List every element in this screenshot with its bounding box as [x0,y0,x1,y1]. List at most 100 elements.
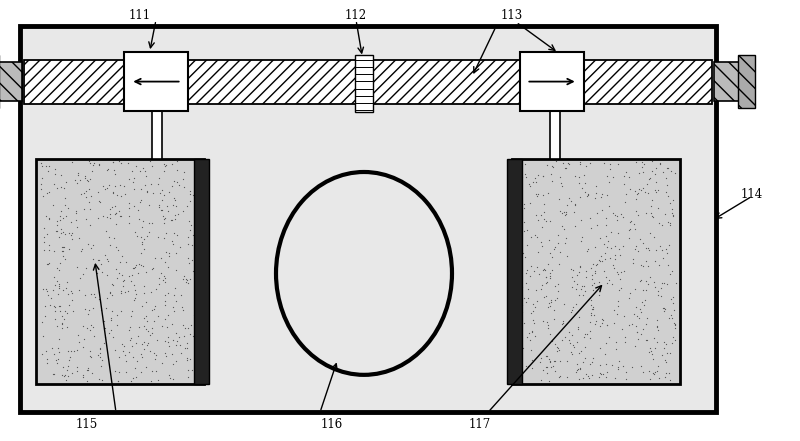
Point [602,237,614,244]
Point [79,187,92,194]
Point [574,161,586,168]
Point [651,187,664,194]
Point [72,339,85,346]
Point [93,353,106,360]
Point [669,169,682,176]
Point [71,224,84,231]
Point [560,210,573,217]
Point [116,341,129,348]
Point [94,349,106,356]
Point [584,361,597,368]
Point [71,179,84,186]
Point [159,249,172,256]
Point [559,211,572,218]
Point [174,292,187,299]
Point [565,265,578,273]
Point [607,264,620,271]
Point [58,231,71,238]
Point [74,190,87,197]
Point [618,312,631,319]
Point [51,265,64,272]
Text: 111: 111 [129,9,151,22]
Point [613,245,626,252]
Point [552,260,565,267]
Point [71,263,84,270]
Point [65,287,78,294]
Point [529,231,542,238]
Point [168,285,181,292]
Point [158,275,171,282]
Point [167,230,180,237]
Point [602,202,615,209]
Point [40,355,53,362]
Point [69,177,82,184]
Point [629,246,642,253]
Point [600,243,613,250]
Point [575,185,588,192]
Point [529,174,542,181]
Point [583,328,596,335]
Point [86,304,99,311]
Point [661,181,674,188]
Point [93,296,106,303]
Point [130,374,142,381]
Point [112,378,125,385]
Point [126,307,139,314]
Point [122,348,135,355]
Point [123,200,136,207]
Point [192,197,205,204]
Point [550,295,563,302]
Point [578,330,591,337]
Point [552,280,565,288]
Point [532,191,545,198]
Point [658,304,670,311]
Point [125,312,138,319]
Point [661,164,674,171]
Point [534,239,547,246]
Point [135,249,148,256]
Point [136,341,149,348]
Point [182,374,194,381]
Point [102,234,115,241]
Point [555,209,568,217]
Point [82,198,95,206]
Point [140,232,153,239]
Point [84,354,97,361]
Point [650,188,662,195]
Point [56,243,69,250]
Point [108,203,121,210]
Point [609,255,622,262]
Point [86,168,98,175]
Point [659,305,672,312]
Point [582,373,594,380]
Point [108,234,121,241]
Point [610,269,623,276]
Point [537,172,550,179]
Point [653,375,666,382]
Point [642,244,654,251]
Point [66,159,78,166]
Point [548,357,561,364]
Point [578,333,590,340]
Point [103,181,116,188]
Point [109,183,122,190]
Point [600,339,613,346]
Point [56,371,69,378]
Point [92,256,105,263]
Point [170,358,182,365]
Point [572,173,585,180]
Point [630,207,642,214]
Point [159,230,172,237]
Point [591,261,604,268]
Point [180,357,193,364]
Point [551,348,564,355]
Point [66,296,78,303]
Point [652,326,665,333]
Point [641,315,654,322]
Point [537,366,550,374]
Point [128,295,141,302]
Point [665,311,678,318]
Point [612,229,625,236]
Point [193,239,206,246]
Point [566,274,578,281]
